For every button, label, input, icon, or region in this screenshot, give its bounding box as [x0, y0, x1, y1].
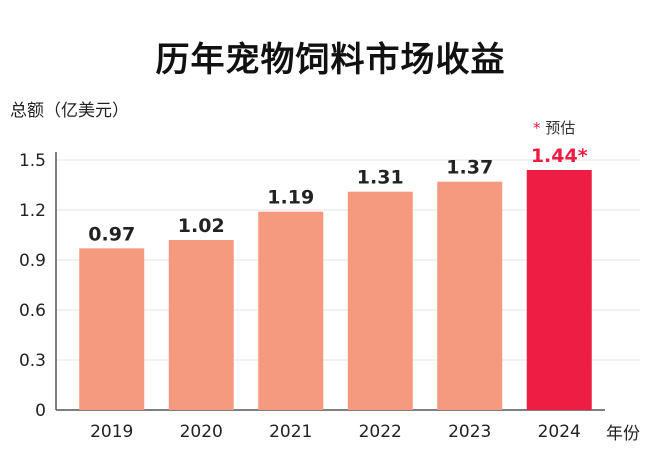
y-tick-label: 0.9 [19, 251, 46, 271]
y-tick-label: 0.3 [19, 351, 46, 371]
x-tick-label-2019: 2019 [90, 422, 133, 442]
x-tick-label-2021: 2021 [269, 422, 312, 442]
estimate-note-star: * [533, 119, 541, 137]
bar-2022 [347, 191, 413, 410]
bar-2019 [79, 248, 145, 410]
value-label-2022: 1.31 [357, 167, 404, 189]
y-tick-label: 1.2 [19, 201, 46, 221]
bar-2023 [437, 181, 503, 410]
value-label-2021: 1.19 [267, 187, 314, 209]
y-tick-label: 1.5 [19, 151, 46, 171]
bar-2024 [526, 170, 592, 410]
y-axis-label: 总额（亿美元） [10, 101, 129, 121]
value-label-2020: 1.02 [178, 215, 225, 237]
bar-2020 [168, 240, 234, 410]
x-axis-label: 年份 [606, 424, 640, 444]
value-label-2023: 1.37 [446, 157, 493, 179]
x-tick-label-2023: 2023 [448, 422, 491, 442]
x-tick-label-2024: 2024 [538, 422, 581, 442]
bar-2021 [258, 211, 324, 410]
estimate-note: * 预估 [533, 117, 575, 138]
y-tick-label: 0 [35, 401, 46, 421]
estimate-note-text: 预估 [545, 119, 576, 137]
x-tick-label-2022: 2022 [359, 422, 402, 442]
value-label-2019: 0.97 [88, 223, 135, 245]
chart-title: 历年宠物饲料市场收益 [155, 40, 506, 80]
y-tick-label: 0.6 [19, 301, 46, 321]
x-tick-label-2020: 2020 [180, 422, 223, 442]
value-label-2024: 1.44* [531, 145, 588, 167]
